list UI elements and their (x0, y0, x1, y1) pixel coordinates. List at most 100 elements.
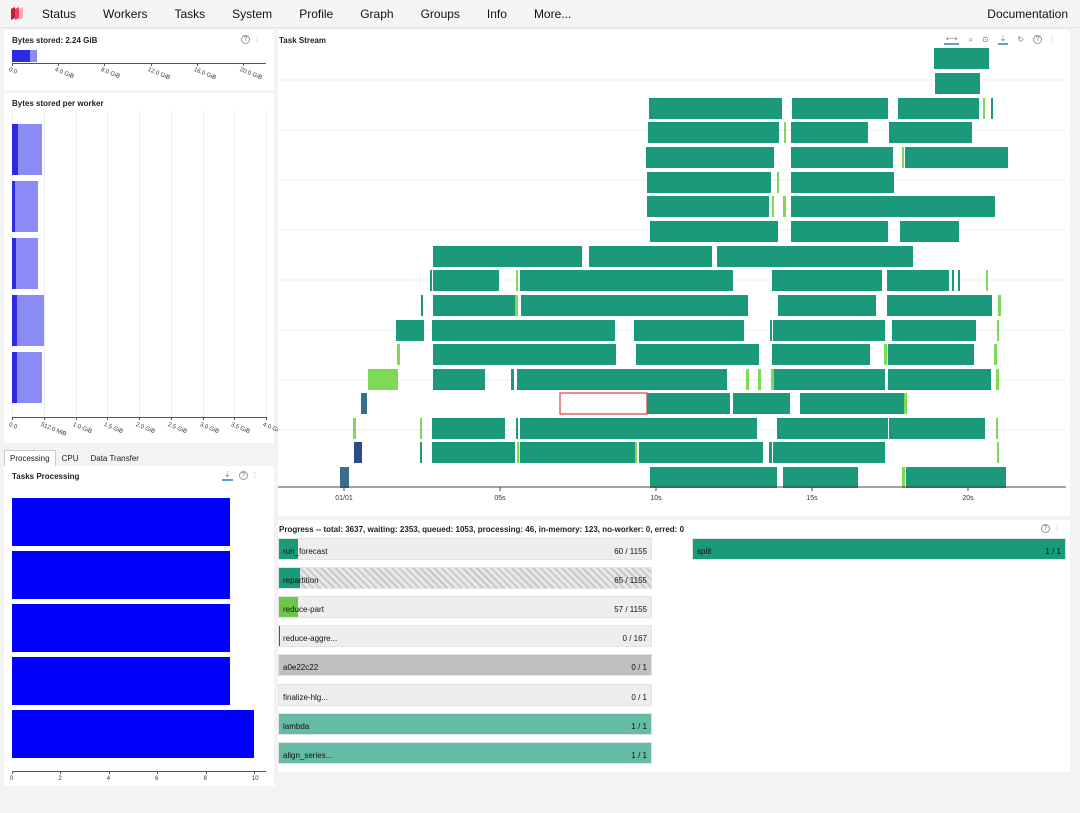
task-stream-task (889, 122, 972, 143)
reset-icon[interactable]: ↻ (1017, 35, 1025, 44)
dask-logo-icon[interactable] (10, 6, 24, 22)
nav-more[interactable]: More... (533, 6, 572, 21)
worker-bytes-bar[interactable] (12, 181, 39, 232)
task-stream-task (888, 196, 995, 217)
tasks-processing-tick-mark (108, 771, 110, 774)
hover-tool-icon[interactable]: ⇣ (997, 34, 1009, 45)
nav-graph[interactable]: Graph (360, 6, 394, 21)
bytes-per-worker-gridline (75, 111, 77, 417)
task-stream-task (994, 344, 997, 365)
help-icon[interactable]: ? (1033, 35, 1043, 44)
top-navbar: Status Workers Tasks System Profile Grap… (0, 0, 1080, 28)
task-stream-task (433, 270, 499, 291)
task-stream-task (421, 295, 423, 316)
task-stream-chart[interactable]: 01/01 05s 10s 15s 20s (278, 30, 1070, 516)
task-stream-task (889, 418, 985, 439)
worker-processing-bar[interactable] (12, 551, 230, 599)
drag-handle-icon[interactable]: ⁞ (256, 35, 258, 44)
help-icon[interactable]: ? (1041, 524, 1050, 533)
progress-row[interactable]: reduce-aggre... 0 / 167 (278, 625, 652, 648)
nav-profile[interactable]: Profile (299, 6, 334, 21)
drag-handle-icon[interactable]: ⁞ (253, 471, 256, 480)
progress-row[interactable]: split 1 / 1 (692, 538, 1066, 560)
task-stream-task (354, 442, 362, 463)
task-stream-task (777, 418, 888, 439)
nav-system[interactable]: System (232, 6, 273, 21)
zoom-tool-icon[interactable]: ⌕ (968, 34, 973, 44)
task-stream-task (733, 393, 790, 414)
progress-row[interactable]: finalize-hlg... 0 / 1 (278, 683, 652, 706)
tasks-processing-tick-mark (60, 771, 62, 774)
task-stream-panel: Task Stream ⟷ ⌕ ⊙ ⇣ ↻ ? ⁞ 01/01 05s 10s 15s… (278, 30, 1070, 516)
progress-row[interactable]: repartition 65 / 1155 (278, 567, 652, 590)
drag-handle-icon[interactable]: ⁞ (1056, 524, 1058, 533)
progress-task-count: 0 / 1 (631, 663, 647, 673)
tab-cpu[interactable]: CPU (61, 454, 79, 463)
task-stream-task (783, 467, 858, 488)
worker-processing-bar[interactable] (12, 657, 230, 705)
task-stream-task (516, 344, 616, 365)
tasks-processing-axis (12, 771, 266, 772)
task-stream-task (800, 393, 904, 414)
task-stream-task (773, 320, 885, 341)
nav-groups[interactable]: Groups (420, 6, 460, 21)
progress-row[interactable]: lambda 1 / 1 (278, 712, 652, 735)
progress-fill (279, 626, 281, 647)
nav-info[interactable]: Info (486, 6, 507, 21)
tab-processing[interactable]: Processing (4, 450, 56, 467)
bytes-stored-tick-label: 16.0 GiB (192, 67, 217, 82)
help-icon[interactable]: ? (241, 35, 250, 44)
task-stream-task (902, 147, 904, 168)
progress-row[interactable]: reduce-part 57 / 1155 (278, 596, 652, 619)
nav-documentation[interactable]: Documentation (987, 7, 1068, 21)
progress-row[interactable]: align_series... 1 / 1 (278, 741, 652, 764)
task-stream-task (773, 442, 885, 463)
bytes-per-worker-tick-label: 3.5 GiB (230, 422, 251, 436)
task-stream-task (783, 196, 786, 217)
bytes-stored-tick-label: 12.0 GiB (146, 67, 171, 82)
worker-bytes-bar[interactable] (12, 352, 43, 403)
progress-task-name: reduce-aggre... (283, 634, 338, 644)
nav-tasks[interactable]: Tasks (174, 6, 206, 21)
nav-workers[interactable]: Workers (103, 6, 148, 21)
progress-row[interactable]: a0e22c22 0 / 1 (278, 654, 652, 677)
task-stream-task (996, 369, 999, 390)
task-stream-task (433, 246, 582, 267)
nav-status[interactable]: Status (42, 6, 77, 21)
bytes-per-worker-gridline (202, 111, 204, 417)
task-stream-task (998, 295, 1001, 316)
progress-task-name: split (697, 547, 712, 556)
task-stream-task (770, 320, 772, 341)
bytes-per-worker-gridline (234, 111, 236, 417)
progress-task-count: 1 / 1 (631, 721, 647, 731)
task-stream-task (433, 344, 517, 365)
worker-processing-bar[interactable] (12, 604, 230, 652)
progress-task-name: reduce-part (283, 605, 324, 615)
worker-managed-bytes-bar (12, 238, 17, 289)
task-stream-task (772, 196, 774, 217)
help-icon[interactable]: ? (238, 471, 248, 480)
task-stream-task (991, 98, 993, 119)
progress-row[interactable]: run_forecast 60 / 1155 (278, 538, 652, 560)
bytes-per-worker-tick-mark (202, 417, 204, 420)
worker-managed-bytes-bar (12, 124, 18, 175)
tab-data-transfer[interactable]: Data Transfer (90, 454, 139, 463)
task-stream-selected-task (559, 392, 648, 415)
tasks-processing-panel: Tasks Processing ⇣ ? ⁞ 0 2 4 6 8 10 (4, 466, 274, 786)
task-stream-task (650, 467, 777, 488)
bytes-per-worker-tick-label: 2.5 GiB (166, 422, 188, 436)
worker-processing-bar[interactable] (12, 498, 230, 546)
worker-processing-bar[interactable] (12, 710, 254, 758)
bytes-per-worker-tick-mark (12, 417, 13, 420)
task-stream-task (888, 344, 974, 365)
worker-bytes-bar[interactable] (12, 295, 44, 346)
hover-tool-icon[interactable]: ⇣ (222, 470, 233, 481)
wheel-zoom-icon[interactable]: ⊙ (981, 35, 989, 44)
task-stream-task (983, 98, 985, 119)
pan-tool-icon[interactable]: ⟷ (944, 34, 960, 45)
progress-task-count: 65 / 1155 (614, 576, 647, 586)
bytes-stored-tick-mark (58, 63, 60, 66)
worker-managed-bytes-bar (12, 181, 16, 232)
task-stream-task (353, 418, 356, 439)
task-stream-task (888, 369, 991, 390)
